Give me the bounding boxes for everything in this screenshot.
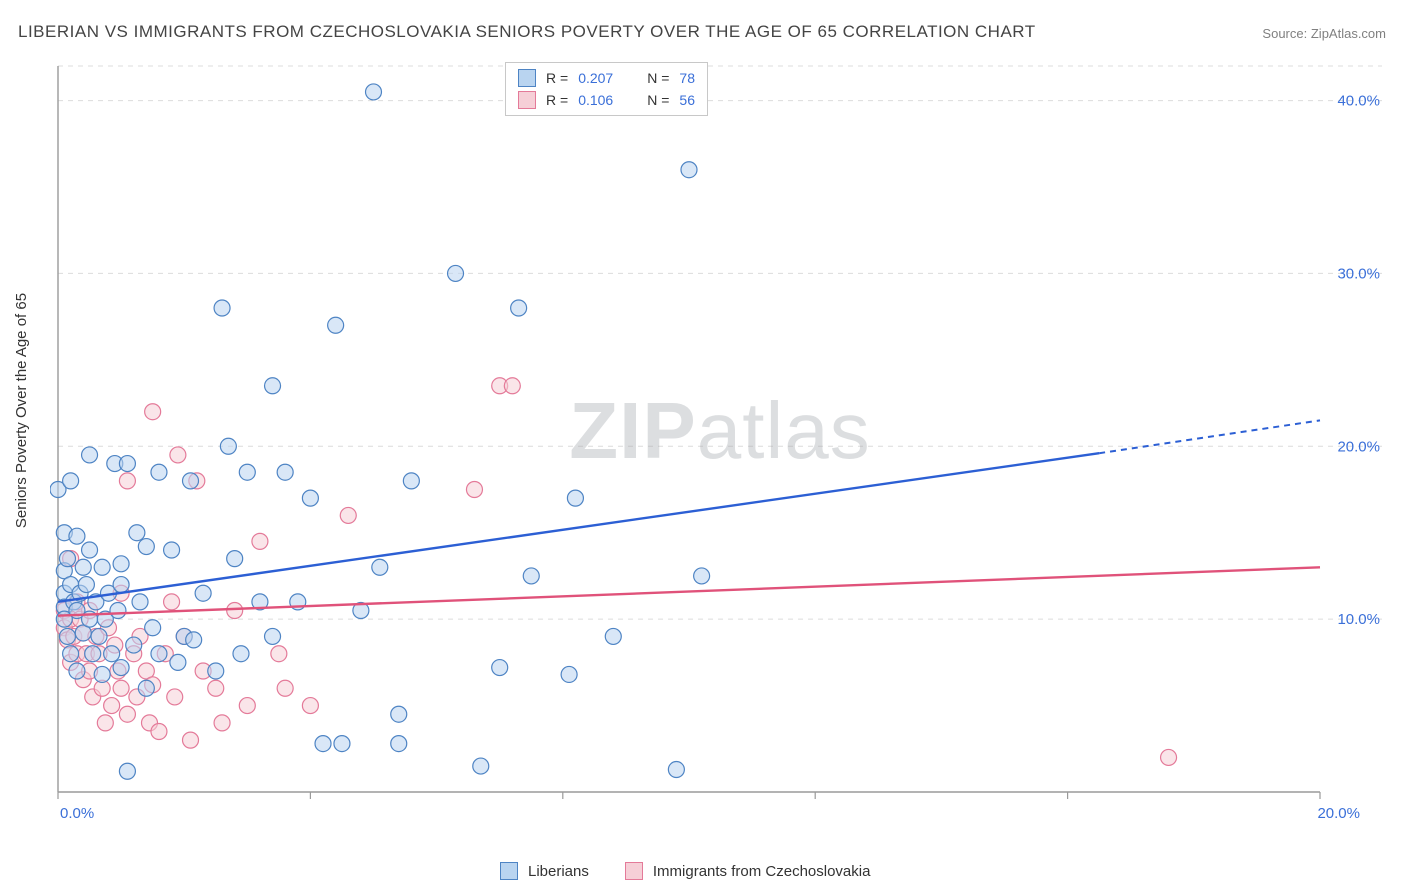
chart-svg: 0.0% 20.0% 10.0% 20.0% 30.0% 40.0%	[50, 60, 1390, 832]
legend-n-label: N =	[647, 70, 669, 86]
legend-swatch	[500, 862, 518, 880]
legend-swatch	[518, 91, 536, 109]
source-link: ZipAtlas.com	[1311, 26, 1386, 41]
legend-n-label: N =	[647, 92, 669, 108]
chart-title: LIBERIAN VS IMMIGRANTS FROM CZECHOSLOVAK…	[18, 22, 1036, 42]
svg-text:20.0%: 20.0%	[1337, 438, 1380, 455]
legend-r-label: R =	[546, 70, 568, 86]
y-axis-label-container: Seniors Poverty Over the Age of 65	[12, 60, 32, 760]
legend-stats: R = 0.207 N = 78 R = 0.106 N = 56	[505, 62, 708, 116]
svg-text:30.0%: 30.0%	[1337, 265, 1380, 282]
legend-r-label: R =	[546, 92, 568, 108]
legend-n-value: 56	[679, 92, 695, 108]
legend-series: Liberians Immigrants from Czechoslovakia	[500, 862, 896, 880]
svg-text:0.0%: 0.0%	[60, 805, 94, 822]
scatter-plot: 0.0%20.0%10.0%20.0%30.0%40.0% ZIPatlas	[50, 60, 1390, 832]
legend-r-value: 0.207	[578, 70, 613, 86]
legend-series-label: Immigrants from Czechoslovakia	[653, 863, 871, 880]
legend-stat-row: R = 0.106 N = 56	[518, 91, 695, 109]
svg-text:40.0%: 40.0%	[1337, 93, 1380, 110]
legend-swatch	[625, 862, 643, 880]
legend-r-value: 0.106	[578, 92, 613, 108]
legend-stat-row: R = 0.207 N = 78	[518, 69, 695, 87]
svg-text:10.0%: 10.0%	[1337, 611, 1380, 628]
source-label: Source:	[1262, 26, 1307, 41]
y-axis-label: Seniors Poverty Over the Age of 65	[14, 292, 31, 527]
legend-series-label: Liberians	[528, 863, 589, 880]
legend-n-value: 78	[679, 70, 695, 86]
svg-text:20.0%: 20.0%	[1317, 805, 1360, 822]
legend-swatch	[518, 69, 536, 87]
source-attribution: Source: ZipAtlas.com	[1262, 26, 1386, 41]
